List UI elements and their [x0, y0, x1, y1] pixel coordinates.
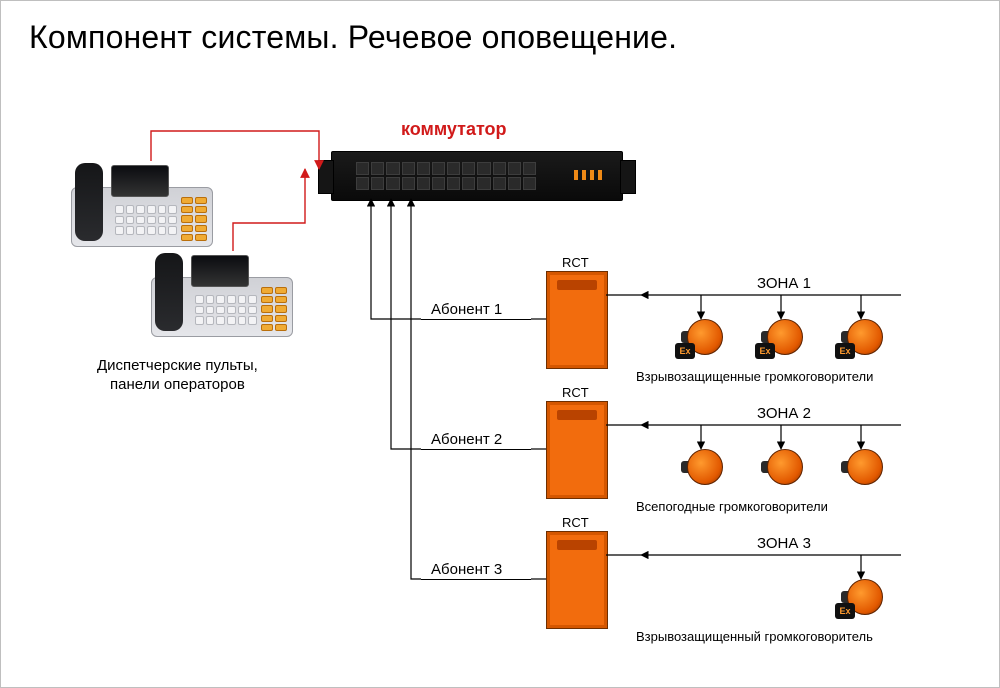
network-switch: [331, 151, 623, 201]
zone-title: ЗОНА 3: [757, 535, 811, 552]
zone-title: ЗОНА 2: [757, 405, 811, 422]
subscriber-underline: [421, 319, 531, 320]
ex-badge-icon: Ex: [755, 343, 775, 359]
rct-box: [546, 531, 608, 629]
subscriber-label: Абонент 2: [431, 431, 502, 448]
rct-box: [546, 401, 608, 499]
subscriber-underline: [421, 449, 531, 450]
switch-label: коммутатор: [401, 119, 507, 140]
zone-title: ЗОНА 1: [757, 275, 811, 292]
subscriber-label: Абонент 1: [431, 301, 502, 318]
loudspeaker-icon: Ex: [841, 317, 883, 359]
zone-caption: Взрывозащищенные громкоговорители: [636, 369, 873, 384]
diagram-stage: Компонент системы. Речевое оповещение. к…: [0, 0, 1000, 688]
rct-label: RCT: [562, 385, 589, 400]
ex-badge-icon: Ex: [675, 343, 695, 359]
rct-label: RCT: [562, 255, 589, 270]
dispatcher-phone: [151, 251, 291, 339]
zone-caption: Всепогодные громкоговорители: [636, 499, 828, 514]
page-title: Компонент системы. Речевое оповещение.: [29, 19, 677, 56]
loudspeaker-icon: Ex: [681, 317, 723, 359]
ex-badge-icon: Ex: [835, 343, 855, 359]
ex-badge-icon: Ex: [835, 603, 855, 619]
loudspeaker-icon: Ex: [841, 577, 883, 619]
rct-box: [546, 271, 608, 369]
loudspeaker-icon: Ex: [761, 317, 803, 359]
loudspeaker-icon: [681, 447, 723, 489]
rct-label: RCT: [562, 515, 589, 530]
subscriber-label: Абонент 3: [431, 561, 502, 578]
loudspeaker-icon: [761, 447, 803, 489]
zone-caption: Взрывозащищенный громкоговоритель: [636, 629, 873, 644]
phones-caption: Диспетчерские пульты, панели операторов: [97, 357, 258, 395]
dispatcher-phone: [71, 161, 211, 249]
subscriber-underline: [421, 579, 531, 580]
loudspeaker-icon: [841, 447, 883, 489]
